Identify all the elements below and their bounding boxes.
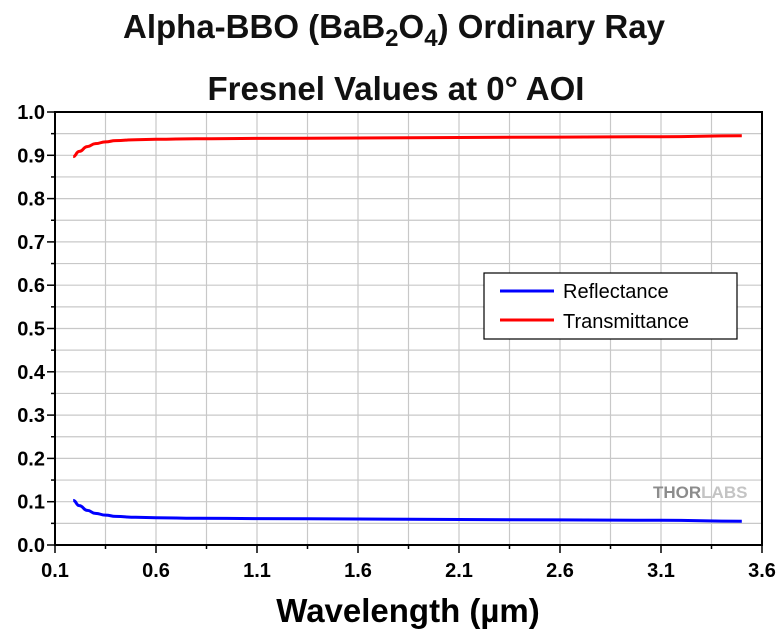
chart-title-line1: Alpha-BBO (BaB2O4) Ordinary Ray — [123, 8, 666, 52]
y-tick-label: 0.9 — [17, 145, 45, 167]
y-tick-label: 0.3 — [17, 405, 45, 427]
axis-ticks: 0.1 0.6 1.1 1.6 2.1 2.6 3.1 3.6 0.0 0.1 0.2 0.3 0.4 0… — [17, 102, 776, 582]
series-line-transmittance — [72, 134, 742, 159]
legend-label-transmittance: Transmittance — [563, 311, 689, 333]
title-subscript-2: 2 — [385, 25, 398, 52]
x-tick-label: 3.6 — [748, 560, 776, 582]
y-tick-label: 1.0 — [17, 102, 45, 124]
x-tick-label: 1.1 — [243, 560, 271, 582]
x-axis-label: Wavelength (µm) — [276, 592, 539, 629]
watermark-part1: THOR — [653, 483, 701, 502]
y-tick-label: 0.2 — [17, 448, 45, 470]
chart-title-line2: Fresnel Values at 0° AOI — [208, 70, 585, 107]
legend-label-reflectance: Reflectance — [563, 281, 669, 303]
legend-box — [483, 272, 738, 340]
x-tick-label: 2.6 — [546, 560, 574, 582]
y-tick-label: 0.0 — [17, 535, 45, 557]
series-line-reflectance — [72, 498, 742, 523]
y-tick-label: 0.7 — [17, 232, 45, 254]
x-tick-label: 1.6 — [344, 560, 372, 582]
y-tick-label: 0.1 — [17, 492, 45, 514]
legend: Reflectance Transmittance — [483, 272, 738, 340]
x-tick-label: 2.1 — [445, 560, 473, 582]
x-tick-label: 0.6 — [142, 560, 170, 582]
x-tick-label: 3.1 — [647, 560, 675, 582]
title-part-post: ) Ordinary Ray — [438, 8, 666, 45]
title-part-pre: Alpha-BBO (BaB — [123, 8, 385, 45]
watermark-part2: LABS — [701, 483, 747, 502]
title-part-o: O — [399, 8, 425, 45]
title-subscript-4: 4 — [424, 25, 438, 52]
series-group — [72, 134, 742, 523]
thorlabs-watermark: THORLABS — [653, 483, 747, 502]
y-tick-label: 0.5 — [17, 319, 45, 341]
x-tick-label: 0.1 — [41, 560, 69, 582]
y-tick-label: 0.6 — [17, 275, 45, 297]
y-tick-label: 0.4 — [17, 362, 46, 384]
y-tick-label: 0.8 — [17, 189, 45, 211]
